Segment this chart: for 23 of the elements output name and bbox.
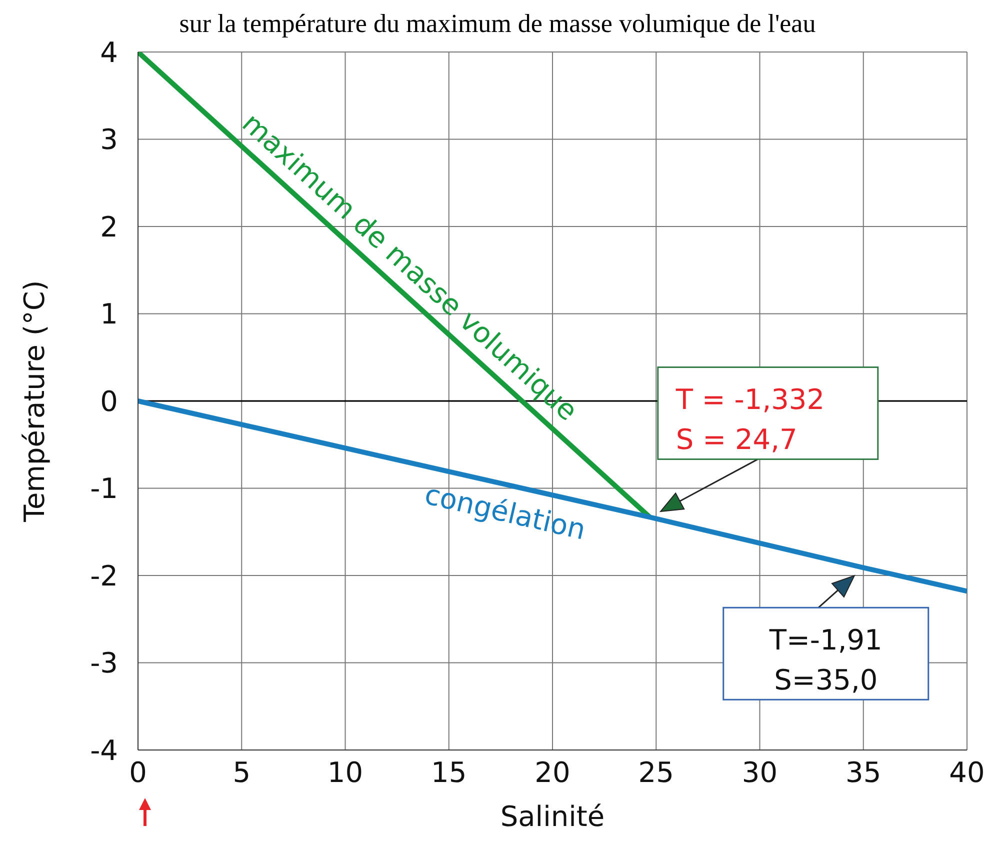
x-axis-title: Salinité bbox=[500, 800, 605, 833]
x-tick-label: 5 bbox=[232, 756, 251, 789]
y-tick-label: -2 bbox=[90, 559, 118, 592]
annotation: T=-1,91 S=35,0 bbox=[768, 623, 882, 696]
chart-title: sur la température du maximum de masse volumique de l'eau bbox=[179, 9, 816, 38]
x-tick-label: 30 bbox=[742, 756, 778, 789]
annotation: T = -1,332 S = 24,7 bbox=[674, 382, 825, 456]
x-tick-label: 40 bbox=[949, 756, 985, 789]
y-tick-label: 1 bbox=[100, 298, 118, 331]
x-tick-label: 0 bbox=[129, 756, 147, 789]
y-tick-label: 3 bbox=[100, 123, 118, 156]
x-tick-label: 25 bbox=[638, 756, 674, 789]
x-tick-label: 15 bbox=[431, 756, 467, 789]
x-tick-label: 20 bbox=[534, 756, 570, 789]
y-tick-label: -3 bbox=[90, 646, 118, 680]
y-axis-title: Température (°C) bbox=[18, 280, 51, 523]
y-tick-label: -4 bbox=[90, 734, 118, 767]
y-tick-label: 4 bbox=[100, 36, 118, 69]
x-tick-label: 10 bbox=[327, 756, 364, 789]
y-tick-label: -1 bbox=[90, 472, 118, 506]
y-tick-label: 0 bbox=[100, 384, 118, 418]
y-tick-label: 2 bbox=[100, 210, 118, 244]
x-tick-label: 35 bbox=[846, 756, 882, 789]
